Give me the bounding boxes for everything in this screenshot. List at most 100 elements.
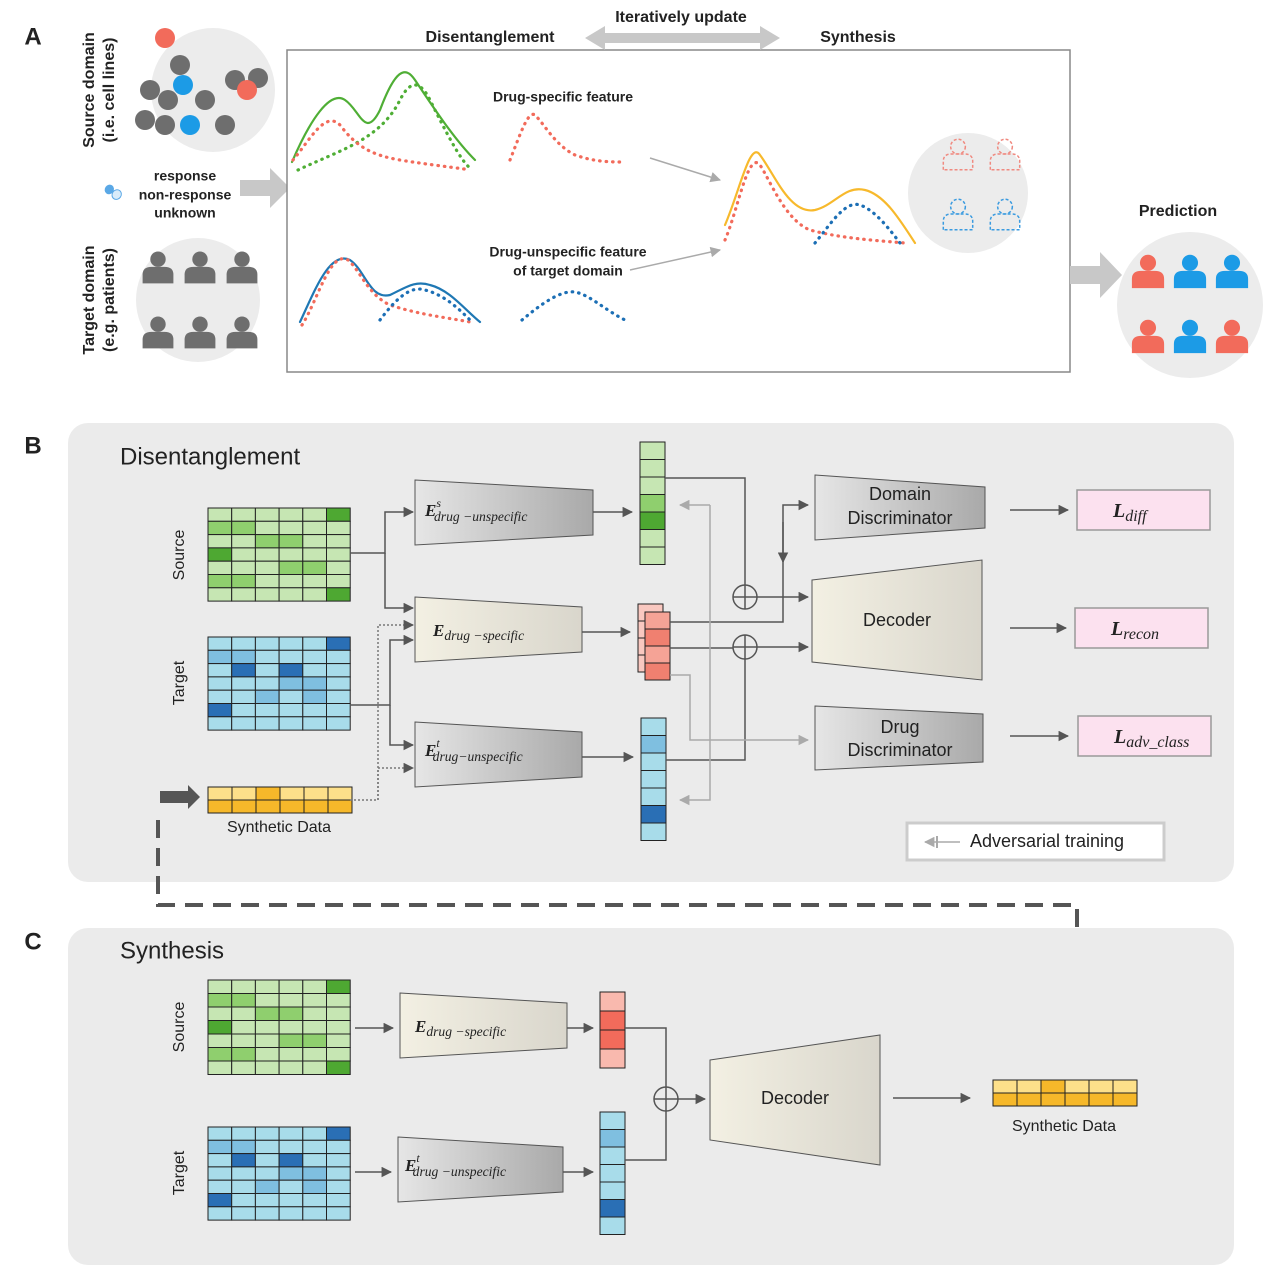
math-subscript: adv_class <box>1126 734 1189 751</box>
matrix-cell <box>254 534 280 549</box>
matrix-cell <box>303 799 329 814</box>
feature-cell <box>599 1199 626 1218</box>
matrix-cell <box>231 1060 256 1075</box>
matrix-cell <box>302 1047 327 1062</box>
matrix-cell <box>207 663 233 678</box>
matrix-cell <box>1016 1079 1042 1094</box>
feature-cell <box>644 628 671 647</box>
matrix-cell <box>231 649 256 665</box>
feature-cell <box>644 662 671 681</box>
person-icon <box>226 316 258 349</box>
matrix-cell <box>326 1179 351 1194</box>
matrix-cell <box>302 1020 327 1035</box>
matrix-cell <box>254 547 280 562</box>
matrix-cell <box>254 1166 280 1181</box>
matrix-cell <box>302 676 327 691</box>
big-arrow <box>1070 252 1122 298</box>
connector <box>670 674 810 746</box>
label: Domain <box>869 484 931 504</box>
math-label: Edrug −specific <box>414 1017 506 1039</box>
matrix-cell <box>207 1166 233 1181</box>
matrix-cell <box>231 993 256 1008</box>
matrix-cell <box>254 636 280 651</box>
person-head <box>1181 254 1199 271</box>
target-curve <box>298 257 482 324</box>
matrix-cell <box>207 1033 233 1048</box>
matrix-cell <box>231 663 256 678</box>
matrix-cell <box>278 636 304 651</box>
matrix-cell <box>207 649 233 665</box>
feature-cell <box>640 717 667 736</box>
person-head <box>234 316 250 332</box>
double-arrow <box>585 26 780 50</box>
person-body <box>989 153 1021 171</box>
person-body <box>1215 270 1249 289</box>
matrix-cell <box>207 716 233 731</box>
matrix-cell <box>326 1126 351 1141</box>
math-subscript: diff <box>1125 508 1149 525</box>
matrix-cell <box>327 786 353 801</box>
matrix-cell <box>207 993 233 1008</box>
encoder <box>397 1136 564 1203</box>
matrix-cell <box>326 649 351 665</box>
person-body <box>942 213 974 231</box>
matrix-cell <box>254 1193 280 1208</box>
feature-cell <box>639 546 666 565</box>
matrix-cell <box>1088 1092 1114 1107</box>
matrix-cell <box>302 1033 327 1048</box>
connector <box>625 1111 667 1161</box>
matrix-cell <box>302 1139 327 1155</box>
sample-dot <box>170 55 190 75</box>
matrix-cell <box>326 1060 351 1075</box>
matrix-cell <box>302 636 327 651</box>
prediction-circle <box>1117 232 1263 378</box>
matrix-cell <box>231 1166 256 1181</box>
sample-dot <box>140 80 160 100</box>
feature-cell <box>599 1164 626 1183</box>
matrix-cell <box>207 689 233 705</box>
feature-cell <box>599 1029 626 1050</box>
matrix-cell <box>254 1047 280 1062</box>
matrix-cell <box>278 716 304 731</box>
person-icon <box>142 316 174 349</box>
loss-box <box>1076 489 1211 531</box>
feature-cell <box>639 529 666 548</box>
matrix-cell <box>254 703 280 718</box>
matrix-cell <box>326 1153 351 1168</box>
math-symbol: L <box>1113 726 1126 748</box>
person-body <box>1173 270 1207 289</box>
matrix-cell <box>231 979 256 994</box>
encoder <box>399 992 568 1059</box>
person-body <box>989 213 1021 231</box>
math-label: Et drug −unspecific <box>404 1151 506 1179</box>
matrix-cell <box>279 799 305 814</box>
feature-cell <box>639 476 666 495</box>
matrix-cell <box>231 689 256 705</box>
drug-specific-curve <box>508 112 627 164</box>
matrix-cell <box>326 703 351 718</box>
matrix-cell <box>1064 1092 1090 1107</box>
label: Iteratively update <box>615 9 747 26</box>
matrix-cell <box>302 1153 327 1168</box>
connector <box>384 553 415 614</box>
matrix-cell <box>278 1047 304 1062</box>
panel-label: B <box>24 432 41 459</box>
matrix-cell <box>302 1193 327 1208</box>
target-specific-curve <box>300 257 472 327</box>
connector <box>389 705 415 751</box>
pill-icon <box>104 184 122 200</box>
matrix-cell <box>278 649 304 665</box>
math-symbol: E <box>424 741 436 760</box>
matrix-cell <box>278 587 304 602</box>
matrix-cell <box>254 1020 280 1035</box>
matrix-cell <box>278 1126 304 1141</box>
matrix-cell <box>278 1020 304 1035</box>
connector <box>350 619 415 801</box>
person-head <box>150 251 166 267</box>
math-label: Edrug −specific <box>432 621 524 643</box>
matrix-cell <box>231 1020 256 1035</box>
feature-cell <box>640 735 667 754</box>
matrix-cell <box>207 636 233 651</box>
source-unspecific-curve <box>296 83 472 172</box>
label: Adversarial training <box>970 831 1124 851</box>
